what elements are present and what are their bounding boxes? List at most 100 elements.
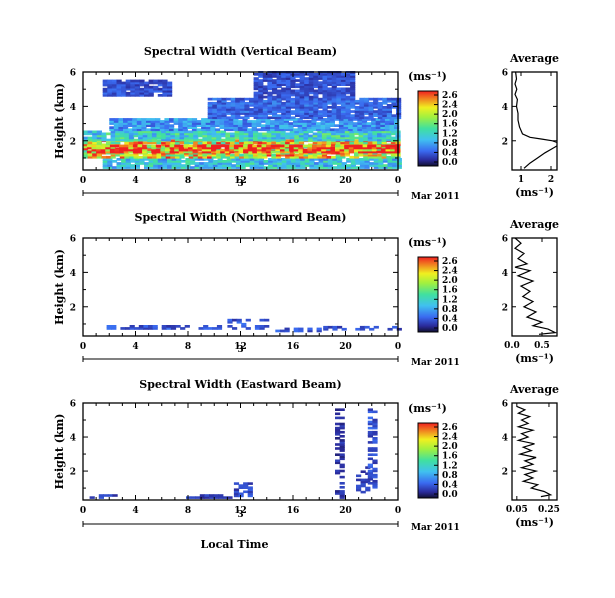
profile-frame xyxy=(511,237,558,337)
heatmap-cell xyxy=(119,148,125,152)
heatmap-cell xyxy=(262,116,268,120)
heatmap-cell xyxy=(216,108,223,111)
heatmap-cell xyxy=(262,134,268,138)
heatmap-cell xyxy=(327,112,333,115)
heatmap-cell xyxy=(283,120,289,123)
heatmap-cell xyxy=(156,139,162,143)
heatmap-cell xyxy=(350,160,356,163)
heatmap-cell xyxy=(345,79,351,82)
heatmap-cell xyxy=(304,99,310,103)
heatmap-cell xyxy=(285,101,291,105)
heatmap-cell xyxy=(304,97,310,101)
heatmap-cell xyxy=(313,99,319,103)
heatmap-cell xyxy=(335,426,341,430)
colorbar-tick-label: 2.4 xyxy=(442,433,458,443)
heatmap-cell xyxy=(373,101,379,105)
heatmap-cell xyxy=(153,160,159,163)
heatmap-cell xyxy=(382,116,388,120)
heatmap-cell xyxy=(316,118,322,121)
heatmap-cell xyxy=(339,408,345,411)
heatmap-cell xyxy=(156,134,162,138)
heatmap-cell xyxy=(230,106,236,109)
heatmap-cell xyxy=(344,130,350,134)
heatmap-cell xyxy=(325,124,331,127)
heatmap-cell xyxy=(113,128,119,132)
heatmap-cell xyxy=(111,166,118,169)
heatmap-cell xyxy=(277,158,283,161)
heatmap-cell xyxy=(107,164,113,167)
heatmap-cell xyxy=(340,101,347,105)
panel-title: Spectral Width (Northward Beam) xyxy=(135,211,347,224)
heatmap-cell xyxy=(148,164,154,167)
heatmap-cell xyxy=(303,153,309,157)
heatmap-cell xyxy=(236,320,242,324)
heatmap-cell xyxy=(340,134,346,138)
heatmap-cell xyxy=(311,118,317,121)
heatmap-cell xyxy=(258,160,265,163)
heatmap-cell xyxy=(179,138,185,142)
heatmap-cell xyxy=(266,141,272,145)
heatmap-cell xyxy=(322,91,328,95)
heatmap-cell xyxy=(139,160,145,163)
heatmap-cell xyxy=(111,327,117,330)
heatmap-cell xyxy=(233,124,239,127)
heatmap-cell xyxy=(331,132,337,136)
heatmap-cell xyxy=(345,104,351,107)
heatmap-cell xyxy=(391,101,397,105)
heatmap-cell xyxy=(170,155,176,159)
heatmap-cell xyxy=(207,104,213,107)
heatmap-cell xyxy=(184,134,190,138)
heatmap-cell xyxy=(331,97,337,101)
heatmap-cell xyxy=(368,112,374,115)
heatmap-cell xyxy=(111,325,117,328)
heatmap-cell xyxy=(276,75,282,78)
heatmap-cell xyxy=(257,155,263,159)
heatmap-cell xyxy=(331,104,337,107)
heatmap-cell xyxy=(396,158,402,161)
heatmap-cell xyxy=(170,136,176,140)
heatmap-cell xyxy=(361,126,368,129)
heatmap-cell xyxy=(124,134,130,138)
heatmap-cell xyxy=(281,79,287,82)
heatmap-cell xyxy=(321,136,328,140)
heatmap-cell xyxy=(146,122,152,125)
heatmap-cell xyxy=(341,166,347,169)
heatmap-cell xyxy=(222,164,228,167)
heatmap-cell xyxy=(262,77,268,80)
heatmap-cell xyxy=(124,141,130,145)
heatmap-cell xyxy=(375,126,381,129)
heatmap-cell xyxy=(174,141,181,145)
heatmap-cell xyxy=(270,144,276,148)
heatmap-cell xyxy=(119,132,125,136)
heatmap-cell xyxy=(129,327,135,330)
heatmap-cell xyxy=(294,153,300,157)
heatmap-cell xyxy=(339,496,345,499)
heatmap-cell xyxy=(276,81,282,84)
x-tick-label: 8 xyxy=(185,506,191,516)
heatmap-cell xyxy=(249,158,255,161)
heatmap-cell xyxy=(232,318,238,322)
heatmap-cell xyxy=(249,164,255,167)
heatmap-cell xyxy=(321,141,328,145)
heatmap-cell xyxy=(230,99,236,103)
heatmap-cell xyxy=(216,106,223,109)
heatmap-cell xyxy=(391,114,397,117)
heatmap-cell xyxy=(248,136,254,140)
heatmap-cell xyxy=(262,106,268,109)
heatmap-cell xyxy=(151,153,158,157)
heatmap-cell xyxy=(285,132,291,136)
heatmap-cell xyxy=(372,410,378,414)
heatmap-cell xyxy=(356,486,362,490)
heatmap-cell xyxy=(150,122,156,125)
heatmap-cell xyxy=(313,110,319,113)
heatmap-cell xyxy=(382,164,389,167)
heatmap-cell xyxy=(335,471,341,475)
heatmap-cell xyxy=(293,329,299,333)
heatmap-cell xyxy=(110,134,116,138)
heatmap-cell xyxy=(295,112,301,115)
heatmap-cell xyxy=(248,151,254,155)
heatmap-cell xyxy=(109,120,115,123)
heatmap-cell xyxy=(339,443,345,446)
heatmap-cell xyxy=(210,120,216,123)
heatmap-cell xyxy=(148,158,154,161)
